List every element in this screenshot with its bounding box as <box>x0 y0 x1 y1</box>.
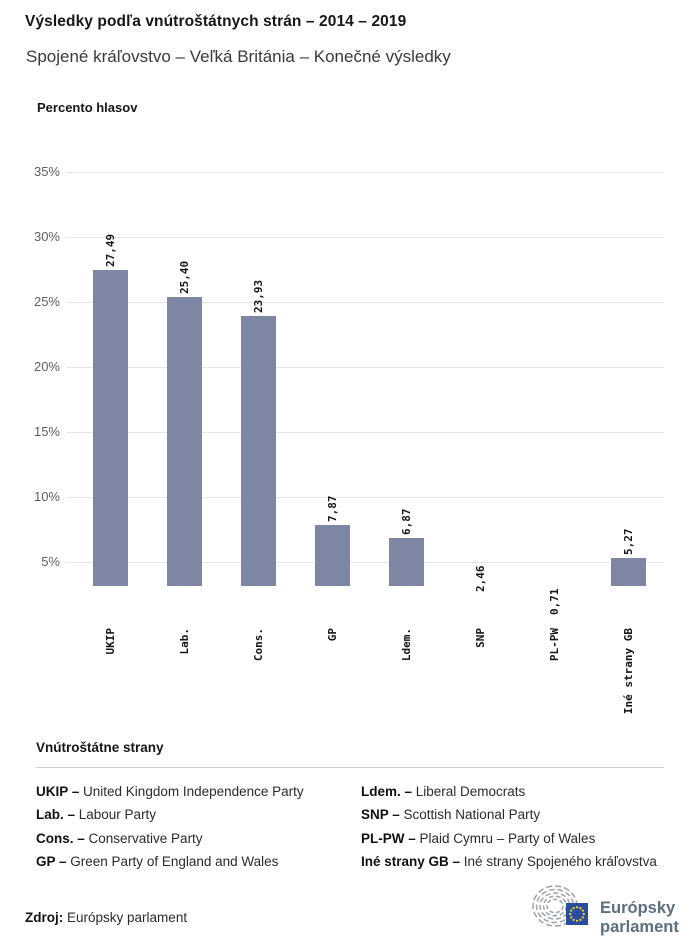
y-axis-tick-label: 35% <box>33 164 60 179</box>
x-axis-category-label: UKIP <box>103 628 117 655</box>
y-axis-title: Percento hlasov <box>37 100 138 115</box>
legend-party-abbr: Ldem. – <box>361 784 413 799</box>
bar-value-label: 25,40 <box>177 260 191 294</box>
x-axis-category-label: GP <box>325 628 339 642</box>
legend-item: Iné strany GB – Iné strany Spojeného krá… <box>361 850 657 873</box>
bar <box>93 269 128 586</box>
legend-party-name: Iné strany Spojeného kráľovstva <box>460 853 657 869</box>
legend-item: GP – Green Party of England and Wales <box>36 850 304 873</box>
gridline <box>66 497 664 498</box>
bar <box>167 296 202 586</box>
legend-party-name: Plaid Cymru – Party of Wales <box>415 830 596 846</box>
legend-party-name: Scottish National Party <box>399 807 541 823</box>
gridline <box>66 367 664 368</box>
y-axis-tick-label: 30% <box>33 229 60 244</box>
source-label: Zdroj: <box>25 910 64 925</box>
y-axis-tick-label: 25% <box>33 294 60 309</box>
bar-value-label: 2,46 <box>473 565 487 593</box>
legend-item: Lab. – Labour Party <box>36 803 304 826</box>
legend-title: Vnútroštátne strany <box>36 740 164 755</box>
bar <box>611 558 646 586</box>
gridline <box>66 562 664 563</box>
y-axis-tick-label: 15% <box>33 424 60 439</box>
legend-divider <box>36 767 664 768</box>
eu-flag-stars <box>569 906 585 922</box>
legend-item: Cons. – Conservative Party <box>36 827 304 850</box>
legend-party-abbr: PL-PW – <box>361 830 416 846</box>
gridline <box>66 432 664 433</box>
legend-party-name: Labour Party <box>75 807 157 823</box>
page-subtitle: Spojené kráľovstvo – Veľká Británia – Ko… <box>26 47 451 66</box>
source-line: Zdroj: Európsky parlament <box>25 910 187 925</box>
legend-item: SNP – Scottish National Party <box>361 803 657 826</box>
legend-item: PL-PW – Plaid Cymru – Party of Wales <box>361 827 657 850</box>
legend-party-abbr: Cons. – <box>36 830 85 846</box>
gridline <box>66 237 664 238</box>
x-axis-category-label: Ldem. <box>399 628 413 662</box>
legend-column: Ldem. – Liberal Democrats SNP – Scottish … <box>361 780 657 873</box>
bar-value-label: 0,71 <box>547 588 561 615</box>
x-axis-category-label: Lab. <box>177 628 191 655</box>
legend-party-name: Liberal Democrats <box>412 784 526 799</box>
ep-logo: Európsky parlament <box>532 885 679 936</box>
x-axis-category-label: PL-PW <box>547 628 561 662</box>
y-axis-tick-label: 10% <box>33 489 60 504</box>
bar-value-label: 6,87 <box>399 508 413 535</box>
y-axis-tick-label: 20% <box>33 359 60 374</box>
source-value: Európsky parlament <box>67 910 188 925</box>
legend-party-abbr: Lab. – <box>36 807 76 823</box>
bar-value-label: 5,27 <box>621 528 635 556</box>
legend-item: Ldem. – Liberal Democrats <box>361 780 657 803</box>
y-axis-tick-label: 5% <box>41 554 60 569</box>
bar-value-label: 7,87 <box>325 495 339 522</box>
bar <box>315 524 350 586</box>
x-axis-category-label: Cons. <box>251 628 265 662</box>
legend-party-abbr: Iné strany GB – <box>361 853 461 869</box>
ep-logo-wordmark: Európsky parlament <box>600 899 679 936</box>
x-axis-category-label: Iné strany GB <box>621 628 635 715</box>
page-title: Výsledky podľa vnútroštátnych strán – 20… <box>25 13 407 30</box>
svg-text:parlament: parlament <box>600 918 679 936</box>
bar <box>241 315 276 586</box>
bar-value-label: 27,49 <box>103 233 117 267</box>
bar <box>389 537 424 586</box>
gridline <box>66 172 664 173</box>
legend-party-abbr: SNP – <box>361 807 400 823</box>
svg-text:Európsky: Európsky <box>600 899 676 917</box>
gridline <box>66 302 664 303</box>
legend-party-name: Green Party of England and Wales <box>66 853 279 869</box>
legend-item: UKIP – United Kingdom Independence Party <box>36 780 304 803</box>
x-axis-category-label: SNP <box>473 628 487 648</box>
bar-value-label: 23,93 <box>251 279 265 313</box>
legend-party-abbr: UKIP – <box>36 784 80 799</box>
legend-party-name: Conservative Party <box>84 830 203 846</box>
legend-column: UKIP – United Kingdom Independence Party… <box>36 780 304 873</box>
legend-party-name: United Kingdom Independence Party <box>79 784 304 799</box>
legend-party-abbr: GP – <box>36 853 67 869</box>
eu-flag <box>566 903 588 925</box>
